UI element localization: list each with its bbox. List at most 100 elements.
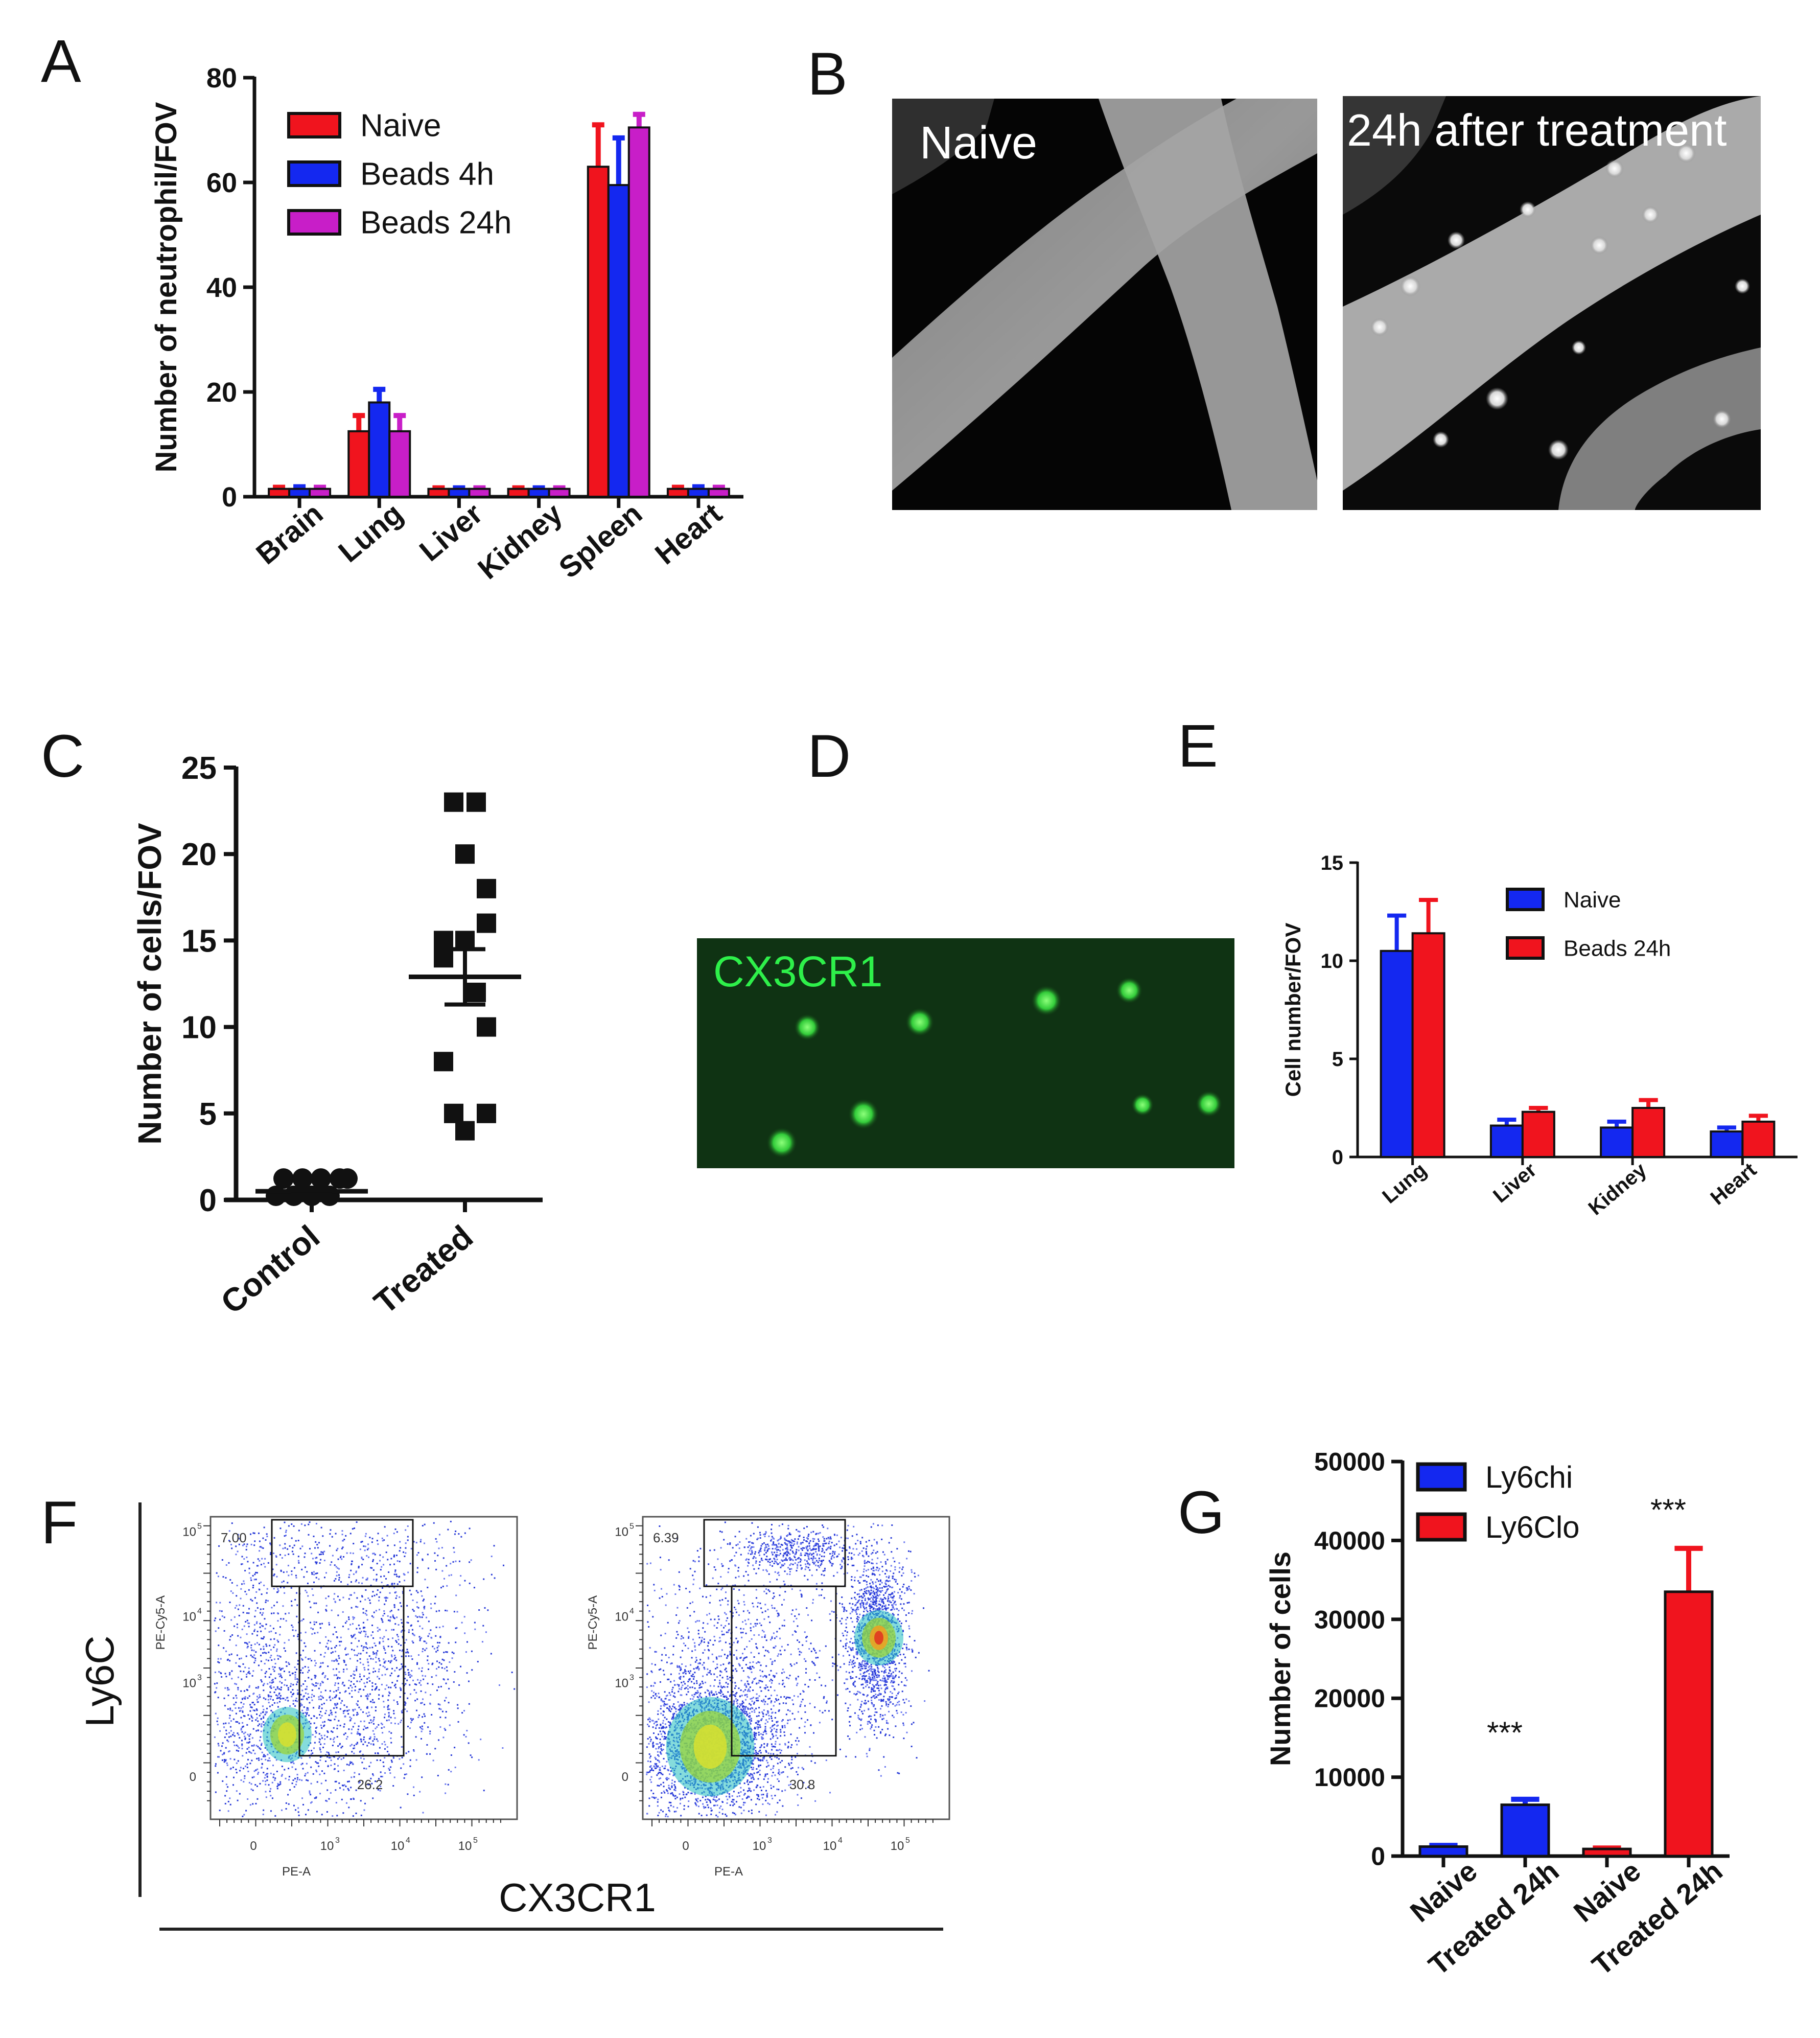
- data-point: [444, 1103, 463, 1123]
- bar: [1411, 932, 1445, 1158]
- flow-x-label: PE-A: [714, 1865, 743, 1879]
- bar: [1600, 1126, 1634, 1158]
- legend-swatch: [287, 209, 341, 236]
- x-tick-exp: 3: [335, 1836, 340, 1845]
- x-tick-label: Liver: [1489, 1159, 1541, 1207]
- bar: [1489, 1124, 1524, 1159]
- chart-c: 0 5 10 15 20 25 Control Treated Number of cells/…: [131, 751, 543, 1321]
- bar: [1710, 1130, 1744, 1159]
- bar: [687, 488, 710, 498]
- y-tick-exp: 5: [629, 1522, 634, 1531]
- panel-label-g: G: [1178, 1479, 1225, 1546]
- significance-mark: ***: [1487, 1716, 1523, 1750]
- flow-events: [214, 1520, 516, 1817]
- data-point: [466, 982, 486, 1002]
- y-tick-label: 20000: [1314, 1684, 1385, 1713]
- y-tick-exp: 4: [629, 1607, 634, 1615]
- x-tick-label: Brain: [250, 497, 329, 571]
- y-axis-title: Number of cells/FOV: [131, 823, 168, 1145]
- flow-x-axis-title: CX3CR1: [499, 1875, 656, 1920]
- y-axis-title: Number of neutrophil/FOV: [150, 102, 183, 472]
- y-tick-label: 5: [199, 1097, 217, 1132]
- legend-label: Ly6chi: [1485, 1460, 1573, 1494]
- bar: [507, 488, 530, 498]
- panel-label-c: C: [41, 723, 84, 790]
- flow-x-label: PE-A: [282, 1865, 311, 1879]
- y-tick-label: 20: [181, 837, 217, 872]
- data-point: [477, 878, 496, 898]
- x-tick-label: Spleen: [553, 497, 648, 585]
- micrograph-b-treated: 24h after treatment: [1343, 96, 1761, 510]
- panel-label-f: F: [41, 1489, 78, 1557]
- legend-label: Beads 24h: [360, 205, 511, 241]
- micrograph-b-naive-label: Naive: [920, 118, 1037, 169]
- gate-right-percent: 30.8: [789, 1777, 815, 1792]
- x-tick-label: Heart: [649, 497, 728, 571]
- gate-top-percent: 6.39: [653, 1530, 679, 1545]
- density-contour: [278, 1722, 296, 1747]
- bar: [468, 488, 491, 498]
- bar: [1500, 1803, 1550, 1858]
- y-tick-label: 80: [206, 63, 237, 94]
- flow-y-label: PE-Cy5-A: [586, 1595, 600, 1650]
- micrograph-b-naive: Naive: [892, 99, 1317, 510]
- y-tick-exp: 3: [197, 1674, 202, 1682]
- density-contour: [874, 1631, 883, 1645]
- legend-swatch: [1416, 1512, 1467, 1542]
- y-tick-label: 10: [1321, 950, 1344, 972]
- chart-e: 0 5 10 15 Lung Liver Kidney Heart Cell number/FO…: [1281, 852, 1798, 1220]
- y-tick-label: 5: [1332, 1048, 1343, 1071]
- flow-y-axis-title: Ly6C: [77, 1635, 122, 1727]
- data-point: [477, 1017, 496, 1037]
- y-tick-label: 20: [206, 377, 237, 408]
- y-tick-label: 40: [206, 272, 237, 303]
- treated-cells: [1370, 144, 1750, 460]
- data-point: [292, 1168, 313, 1189]
- y-tick-label: 50000: [1314, 1448, 1385, 1476]
- x-tick-label: 10: [823, 1839, 837, 1853]
- gate-right: [731, 1585, 837, 1757]
- y-tick-label: 40000: [1314, 1526, 1385, 1555]
- bar: [707, 488, 730, 498]
- y-tick-label: 15: [181, 923, 217, 959]
- x-tick-label: Kidney: [472, 497, 569, 586]
- data-point: [311, 1168, 331, 1189]
- x-tick-label: 10: [458, 1839, 472, 1853]
- flow-y-label: PE-Cy5-A: [154, 1595, 168, 1650]
- data-point: [330, 1168, 350, 1189]
- panel-label-a: A: [41, 28, 81, 95]
- bar: [347, 430, 370, 498]
- x-tick-label: 10: [391, 1839, 405, 1853]
- legend-swatch: [1506, 888, 1545, 911]
- x-tick-exp: 3: [767, 1836, 772, 1845]
- bar: [1582, 1847, 1632, 1858]
- density-contour: [693, 1724, 727, 1769]
- x-tick-exp: 4: [406, 1836, 410, 1845]
- legend-label: Ly6Clo: [1485, 1510, 1580, 1544]
- legend-swatch: [1506, 936, 1545, 960]
- x-tick-label: 0: [250, 1839, 256, 1853]
- data-point: [434, 948, 453, 968]
- x-tick-exp: 4: [838, 1836, 843, 1845]
- y-tick-label: 0: [222, 482, 237, 513]
- x-tick-label: Lung: [1378, 1159, 1431, 1208]
- data-point: [273, 1168, 294, 1189]
- bar: [368, 401, 391, 498]
- bar: [448, 488, 471, 498]
- y-axis-title: Number of cells: [1264, 1551, 1296, 1766]
- x-tick-label: Heart: [1707, 1159, 1761, 1209]
- panel-label-d: D: [807, 723, 851, 790]
- y-tick-label: 0: [199, 1183, 217, 1218]
- micrograph-d-label: CX3CR1: [713, 947, 882, 995]
- y-tick-label: 10: [615, 1610, 628, 1624]
- x-tick-label: Control: [214, 1218, 326, 1321]
- y-tick-label: 30000: [1314, 1605, 1385, 1634]
- data-point: [434, 931, 453, 951]
- bar: [268, 488, 291, 498]
- x-tick-label: 0: [682, 1839, 689, 1853]
- bar: [427, 488, 450, 498]
- data-point: [444, 792, 463, 812]
